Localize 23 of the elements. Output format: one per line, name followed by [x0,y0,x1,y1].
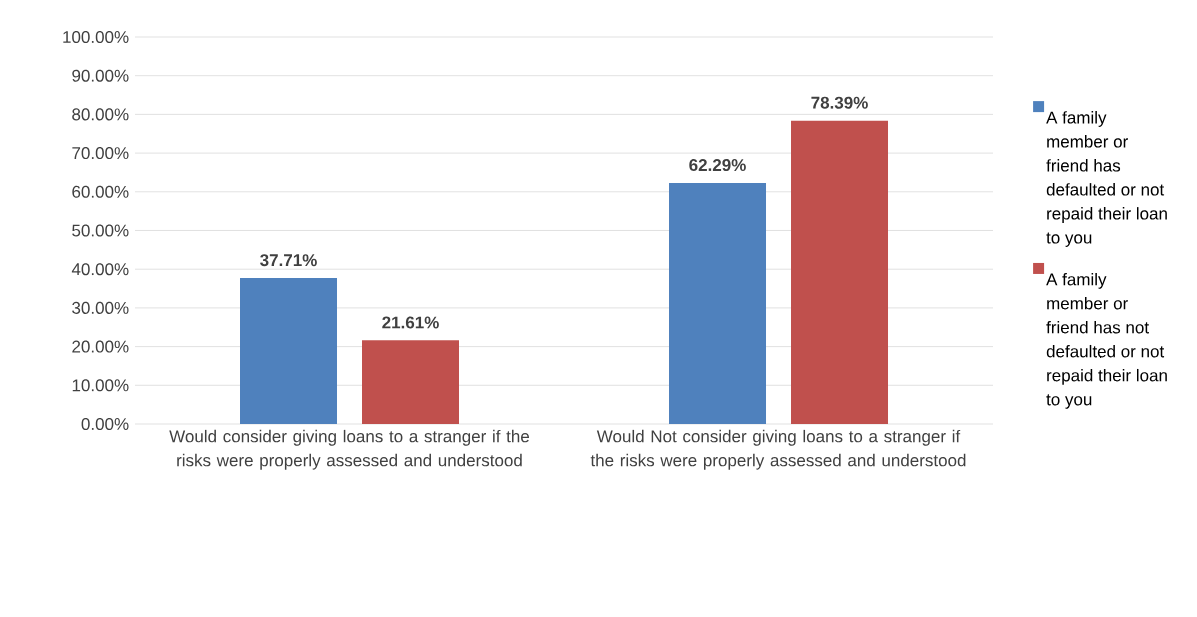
data-label: 62.29% [689,159,746,172]
x-tick-label: Would consider giving loans to a stranger if the risks were properly assessed and understood [169,429,530,470]
y-tick-label: 10.00% [72,379,129,392]
bar [791,120,889,424]
bar [240,278,337,424]
y-tick-label: 40.00% [71,263,129,276]
y-tick-label: 0.00% [81,417,129,431]
data-label: 37.71% [260,254,317,267]
y-tick-label: 30.00% [72,301,129,314]
legend-label: A family member or friend has defaulted or not repaid their loan to you [1046,111,1167,247]
data-label: 21.61% [382,316,439,329]
x-tick-label: Would Not consider giving loans to a stranger if the risks were properly assessed and understood [590,429,966,470]
bar [669,182,767,424]
bar [362,340,459,424]
y-tick-label: 70.00% [72,147,129,160]
y-tick-label: 100.00% [63,30,129,44]
legend-label: A family member or friend has not defaulted or not repaid their loan to you [1046,272,1167,409]
y-tick-label: 20.00% [72,340,129,353]
y-tick-label: 80.00% [72,108,129,121]
y-tick-label: 50.00% [72,224,129,237]
y-tick-label: 60.00% [72,185,129,198]
data-label: 78.39% [811,96,868,109]
y-tick-label: 90.00% [72,69,129,82]
